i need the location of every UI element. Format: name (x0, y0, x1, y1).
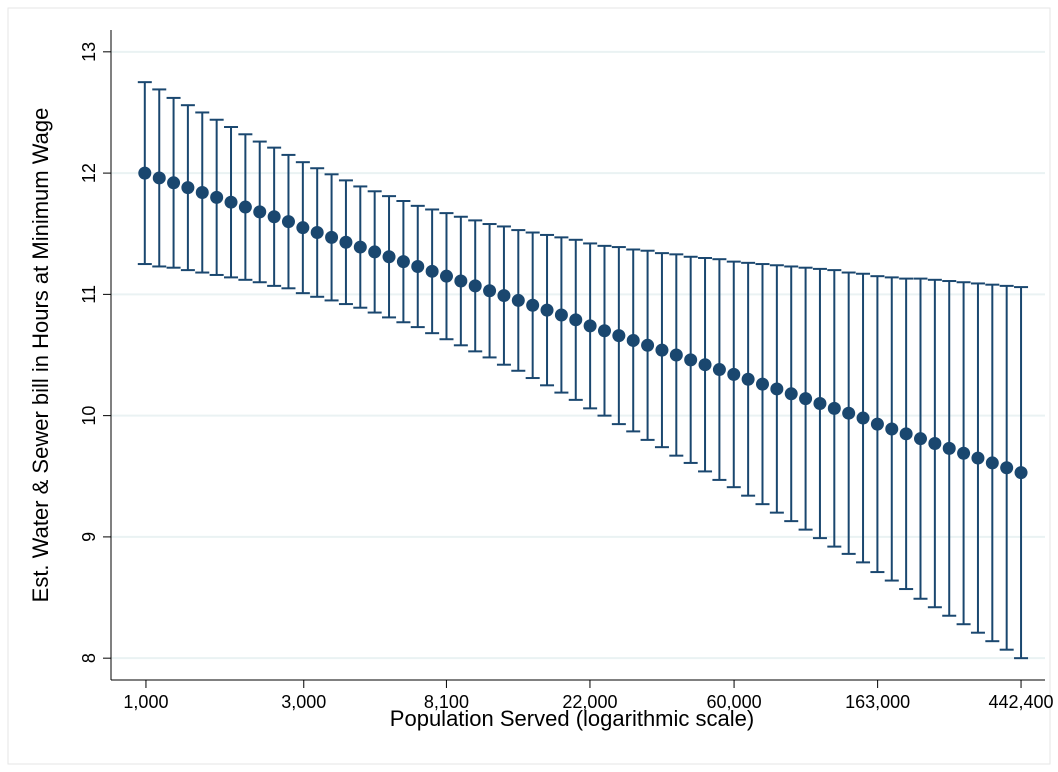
point (210, 190, 224, 204)
point (928, 437, 942, 451)
point (597, 324, 611, 338)
y-tick-label: 12 (79, 163, 99, 183)
point (296, 221, 310, 235)
point (554, 308, 568, 322)
point (971, 451, 985, 465)
x-tick-label: 22,000 (562, 692, 617, 712)
point (626, 333, 640, 347)
y-axis-title: Est. Water & Sewer bill in Hours at Mini… (28, 108, 53, 603)
point (583, 319, 597, 333)
point (813, 397, 827, 411)
point (253, 205, 267, 219)
point (281, 215, 295, 229)
point (411, 259, 425, 273)
point (913, 432, 927, 446)
point (885, 422, 899, 436)
point (526, 298, 540, 312)
point (856, 411, 870, 425)
point (425, 264, 439, 278)
point (138, 166, 152, 180)
point (454, 274, 468, 288)
point (439, 269, 453, 283)
x-axis-title: Population Served (logarithmic scale) (390, 706, 754, 731)
x-tick-label: 442,400 (989, 692, 1054, 712)
x-tick-label: 1,000 (123, 692, 168, 712)
point (325, 230, 339, 244)
point (167, 176, 181, 190)
point (468, 279, 482, 293)
y-tick-label: 10 (79, 406, 99, 426)
frame (7, 7, 1051, 765)
point (684, 353, 698, 367)
x-tick-label: 60,000 (707, 692, 762, 712)
point (799, 392, 813, 406)
point (899, 427, 913, 441)
point (870, 417, 884, 431)
point (669, 348, 683, 362)
point (755, 377, 769, 391)
point (741, 372, 755, 386)
point (842, 406, 856, 420)
point (942, 441, 956, 455)
y-tick-label: 13 (79, 42, 99, 62)
point (238, 200, 252, 214)
point (1014, 466, 1028, 480)
point (655, 343, 669, 357)
point (339, 235, 353, 249)
point (612, 329, 626, 343)
point (712, 363, 726, 377)
point (353, 240, 367, 254)
point (152, 171, 166, 185)
y-tick-label: 11 (79, 285, 99, 304)
point (497, 289, 511, 303)
point (784, 387, 798, 401)
point (1000, 461, 1014, 475)
point (382, 250, 396, 264)
point (641, 338, 655, 352)
point (827, 401, 841, 415)
point (511, 293, 525, 307)
point (396, 255, 410, 269)
point (368, 245, 382, 259)
y-tick-label: 9 (79, 532, 99, 542)
x-tick-label: 3,000 (281, 692, 326, 712)
x-tick-label: 8,100 (424, 692, 469, 712)
point (195, 186, 209, 199)
point (698, 358, 712, 372)
point (310, 226, 324, 240)
point (957, 446, 971, 460)
point (569, 313, 583, 327)
point (224, 195, 238, 209)
x-tick-label: 163,000 (845, 692, 910, 712)
point (181, 181, 195, 195)
point (727, 367, 741, 381)
point (483, 284, 497, 298)
point (770, 382, 784, 396)
point (267, 210, 281, 224)
point (540, 303, 554, 317)
y-tick-label: 8 (79, 653, 99, 663)
point (985, 456, 999, 470)
